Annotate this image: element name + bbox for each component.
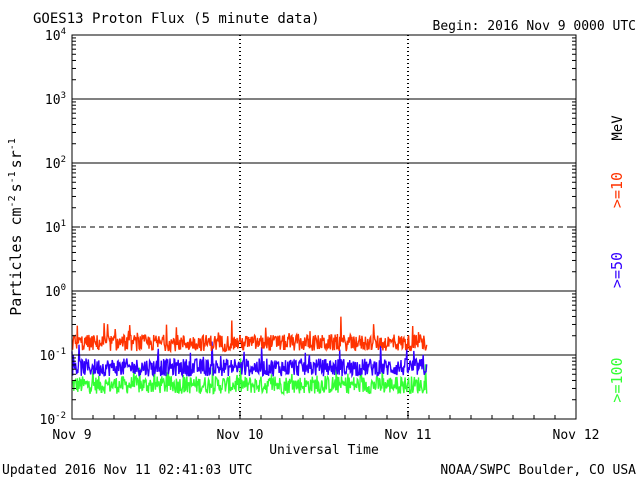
legend-entry-0: >=10 bbox=[608, 172, 626, 208]
series-line-0 bbox=[71, 316, 428, 354]
y-tick-label: 102 bbox=[45, 155, 66, 172]
updated-time: Updated 2016 Nov 11 02:41:03 UTC bbox=[2, 463, 252, 478]
x-tick-label: Nov 9 bbox=[52, 428, 91, 443]
y-tick-label: 103 bbox=[45, 91, 66, 108]
chart-title: GOES13 Proton Flux (5 minute data) bbox=[33, 11, 320, 27]
legend-entry-1: >=50 bbox=[608, 252, 626, 288]
y-tick-label: 104 bbox=[45, 27, 66, 44]
series-line-1 bbox=[71, 341, 428, 379]
y-tick-label: 101 bbox=[45, 219, 66, 236]
legend: >=10 >=50 >=100 MeV bbox=[608, 115, 626, 403]
x-axis-label: Universal Time bbox=[269, 443, 379, 458]
credit: NOAA/SWPC Boulder, CO USA bbox=[440, 463, 636, 478]
begin-time: Begin: 2016 Nov 9 0000 UTC bbox=[433, 19, 637, 34]
x-tick-label: Nov 11 bbox=[385, 428, 432, 443]
x-tick-label: Nov 10 bbox=[217, 428, 264, 443]
unit-label: MeV bbox=[610, 115, 626, 141]
series-lines bbox=[71, 316, 428, 397]
y-axis-ticks: 104 103 102 101 100 10-1 10-2 bbox=[40, 27, 576, 428]
y-tick-label: 10-1 bbox=[40, 347, 67, 364]
legend-entry-2: >=100 bbox=[608, 357, 626, 402]
y-axis-label: Particles cm-2s-1sr-1 bbox=[7, 138, 25, 316]
series-line-2 bbox=[71, 358, 428, 397]
y-tick-label: 10-2 bbox=[40, 411, 67, 428]
grid bbox=[72, 35, 576, 419]
x-tick-label: Nov 12 bbox=[553, 428, 600, 443]
x-axis-ticks: Nov 9 Nov 10 Nov 11 Nov 12 bbox=[52, 411, 599, 443]
y-tick-label: 100 bbox=[45, 283, 66, 300]
